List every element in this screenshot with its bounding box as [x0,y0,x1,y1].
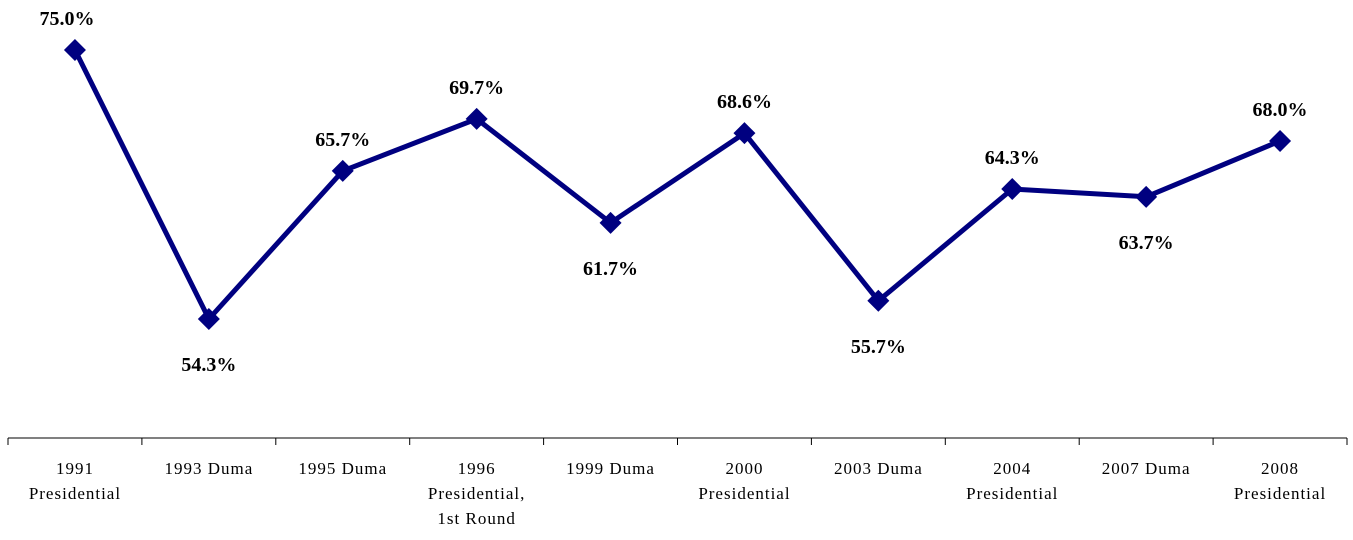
data-point [197,308,220,330]
x-tick-label: 1996 Presidential, 1st Round [428,459,526,528]
x-tick-label: 2003 Duma [834,459,923,478]
data-label: 65.7% [315,129,370,151]
x-tick-label: 1999 Duma [566,459,655,478]
x-tick-label: 2008 Presidential [1234,459,1326,503]
data-label: 68.6% [717,91,772,113]
data-point [63,39,86,61]
x-tick-labels: 1991 Presidential 1993 Duma 1995 Duma 1996 Pr… [29,459,1326,528]
data-label: 55.7% [851,336,906,358]
data-label: 54.3% [181,354,236,376]
data-label: 63.7% [1119,232,1174,254]
x-tick-label: 2007 Duma [1102,459,1191,478]
data-point [733,122,756,145]
data-point [867,289,890,312]
x-tick-label: 1993 Duma [164,459,253,478]
x-tick-label: 2000 Presidential [698,459,790,503]
data-point [599,211,622,234]
data-point [1135,185,1158,208]
x-tick-label: 1991 Presidential [29,459,121,503]
series-turnout [63,39,1292,330]
data-label: 61.7% [583,258,638,280]
data-label: 64.3% [985,147,1040,169]
series-line [72,48,1281,322]
x-axis [7,437,1348,445]
data-point [465,107,488,130]
data-labels: 75.0% 54.3% 65.7% 69.7% 61.7% 68.6% 55.7% 64.3%… [39,8,1307,376]
data-label: 75.0% [39,8,94,30]
data-label: 68.0% [1253,99,1308,121]
data-point [1269,129,1292,152]
data-label: 69.7% [449,77,504,99]
data-point [331,159,354,182]
x-tick-label: 2004 Presidential [966,459,1058,503]
data-point [1001,178,1024,201]
x-tick-label: 1995 Duma [298,459,387,478]
